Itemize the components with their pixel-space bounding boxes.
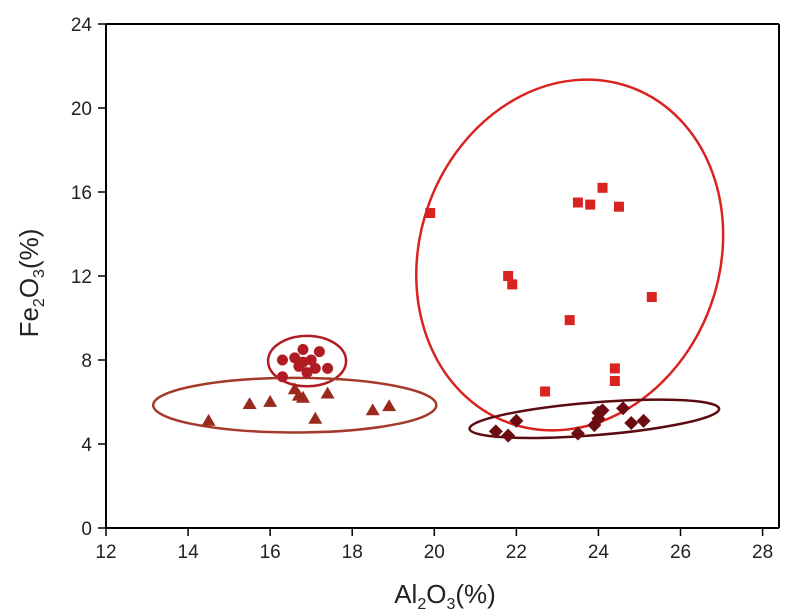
square-point (609, 363, 620, 374)
x-axis-title-sub: 2 (417, 596, 426, 613)
y-tick-label: 4 (81, 435, 92, 456)
triangle-point (242, 397, 257, 409)
circle-point (301, 367, 313, 379)
x-axis-title-main2: O (426, 579, 446, 609)
x-tick-label: 16 (260, 542, 281, 563)
triangle-point (365, 403, 380, 416)
x-tick-label: 18 (342, 542, 363, 563)
x-axis-title-sub2: 3 (446, 596, 455, 613)
square-point (613, 201, 624, 212)
y-tick-label: 12 (71, 267, 92, 288)
x-axis-title: Al2O3(%) (394, 579, 496, 613)
diamond-point (509, 413, 524, 428)
triangle-point (295, 390, 310, 403)
diamond-point (636, 413, 651, 428)
triangle-point (263, 395, 278, 407)
y-tick-label: 24 (71, 15, 93, 36)
y-axis-title-sub2: 3 (31, 269, 48, 278)
axes (98, 23, 780, 536)
group-ellipses (151, 78, 725, 440)
x-tick-label: 14 (178, 542, 200, 563)
x-tick-label: 24 (588, 542, 610, 563)
y-axis-title-sub: 2 (31, 298, 48, 307)
square-point (564, 315, 575, 326)
square-point (597, 182, 608, 193)
y-axis-title: Fe2O3(%) (14, 229, 48, 338)
circle-point (276, 371, 288, 383)
circle-point (313, 346, 325, 358)
circle-point (309, 362, 321, 374)
triangle-point (382, 399, 397, 412)
triangle-point (201, 413, 216, 426)
diamond-point (501, 428, 516, 443)
diamond-point (570, 426, 585, 441)
y-tick-label: 0 (81, 519, 92, 540)
x-tick-label: 22 (506, 542, 527, 563)
square-point (425, 208, 436, 218)
tick-labels: 12 14 16 18 20 22 24 26 28 0 4 8 12 16 20 24 (71, 15, 773, 563)
y-tick-label: 8 (81, 351, 92, 372)
circle-group-ellipse (266, 334, 348, 388)
circle-point (276, 354, 288, 366)
y-tick-label: 20 (71, 99, 92, 120)
square-group-ellipse (415, 78, 725, 432)
x-tick-label: 28 (752, 542, 773, 563)
x-tick-label: 20 (424, 542, 445, 563)
diamond-point (616, 401, 631, 416)
circle-point (289, 352, 301, 364)
square-point (540, 386, 551, 397)
y-tick-label: 16 (71, 183, 92, 204)
x-tick-label: 26 (670, 542, 691, 563)
x-axis-title-unit: (%) (455, 579, 495, 609)
y-axis-title-main: Fe (14, 307, 44, 337)
square-point (609, 376, 620, 386)
square-point (503, 271, 514, 281)
triangle-group-ellipse (151, 376, 438, 434)
x-axis-title-main: Al (394, 579, 417, 609)
square-point (646, 292, 657, 302)
diamond-point (488, 424, 503, 439)
y-axis-title-main2: O (14, 278, 44, 298)
circle-point (322, 362, 334, 374)
circle-point (297, 344, 309, 355)
y-axis-title-unit: (%) (14, 229, 44, 269)
triangle-point (308, 411, 323, 424)
data-points (201, 182, 657, 443)
triangle-point (320, 386, 335, 399)
x-tick-label: 12 (95, 542, 116, 563)
diamond-point (595, 403, 610, 418)
square-point (507, 279, 518, 290)
square-point (585, 199, 596, 210)
diamond-point (624, 416, 639, 430)
circle-point (297, 356, 309, 368)
square-point (572, 197, 583, 208)
diamond-group-ellipse (468, 398, 721, 440)
